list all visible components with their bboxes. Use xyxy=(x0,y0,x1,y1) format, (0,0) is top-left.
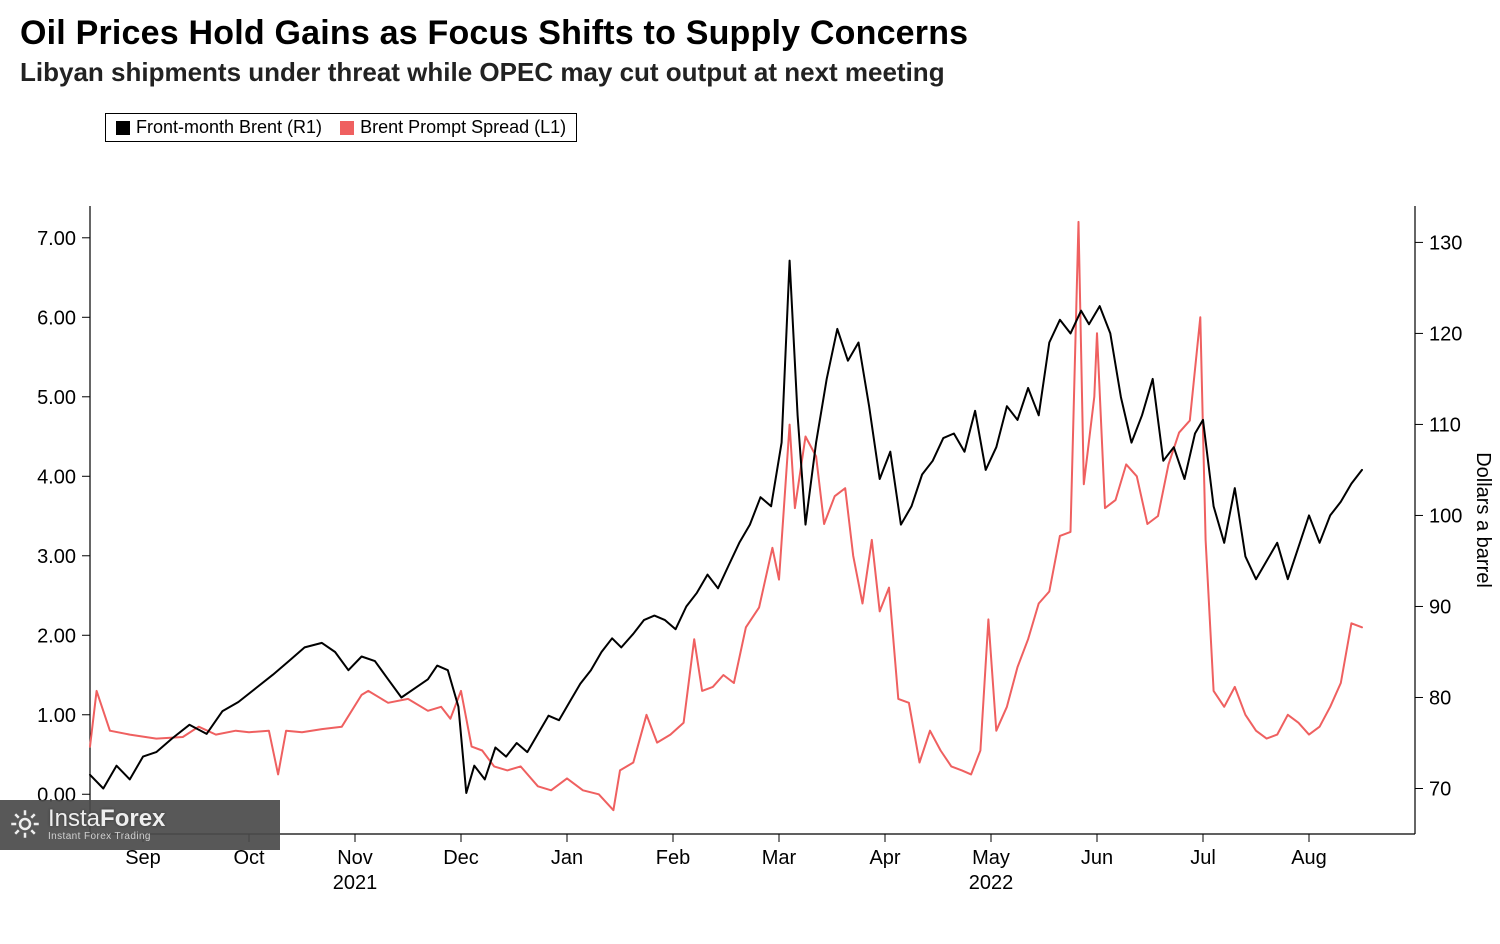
svg-text:100: 100 xyxy=(1429,505,1462,527)
svg-text:Dec: Dec xyxy=(443,847,479,869)
svg-text:Sep: Sep xyxy=(125,847,161,869)
svg-text:2021: 2021 xyxy=(333,872,378,894)
svg-text:7.00: 7.00 xyxy=(37,228,76,250)
svg-text:2022: 2022 xyxy=(969,872,1014,894)
svg-text:Dollars a barrel: Dollars a barrel xyxy=(1472,452,1494,588)
svg-text:Jan: Jan xyxy=(551,847,583,869)
svg-text:May: May xyxy=(972,847,1010,869)
svg-text:130: 130 xyxy=(1429,232,1462,254)
legend: Front-month Brent (R1) Brent Prompt Sprea… xyxy=(105,113,577,142)
legend-label: Brent Prompt Spread (L1) xyxy=(360,117,566,138)
svg-text:Nov: Nov xyxy=(337,847,373,869)
brand-bold: Forex xyxy=(100,805,165,832)
svg-text:Mar: Mar xyxy=(762,847,797,869)
legend-swatch xyxy=(116,121,130,135)
svg-text:Oct: Oct xyxy=(233,847,265,869)
svg-text:Aug: Aug xyxy=(1291,847,1327,869)
svg-text:Jun: Jun xyxy=(1081,847,1113,869)
legend-item: Front-month Brent (R1) xyxy=(116,117,322,138)
watermark-text: InstaForex Instant Forex Trading xyxy=(48,805,165,842)
svg-text:110: 110 xyxy=(1429,414,1461,436)
legend-item: Brent Prompt Spread (L1) xyxy=(340,117,566,138)
svg-text:2.00: 2.00 xyxy=(37,625,76,647)
svg-text:90: 90 xyxy=(1429,596,1451,618)
svg-text:1.00: 1.00 xyxy=(37,705,76,727)
svg-text:Apr: Apr xyxy=(869,847,900,869)
svg-text:70: 70 xyxy=(1429,778,1451,800)
svg-text:Feb: Feb xyxy=(656,847,690,869)
svg-text:4.00: 4.00 xyxy=(37,466,76,488)
svg-text:6.00: 6.00 xyxy=(37,307,76,329)
gear-icon xyxy=(10,809,40,839)
watermark: InstaForex Instant Forex Trading xyxy=(10,805,165,842)
brand-light: Insta xyxy=(48,805,100,832)
legend-label: Front-month Brent (R1) xyxy=(136,117,322,138)
svg-text:80: 80 xyxy=(1429,687,1451,709)
legend-swatch xyxy=(340,121,354,135)
svg-text:Jul: Jul xyxy=(1190,847,1216,869)
chart-title: Oil Prices Hold Gains as Focus Shifts to… xyxy=(20,14,1480,53)
svg-text:5.00: 5.00 xyxy=(37,387,76,409)
chart-subtitle: Libyan shipments under threat while OPEC… xyxy=(20,57,1480,88)
brand-tagline: Instant Forex Trading xyxy=(48,831,165,842)
title-block: Oil Prices Hold Gains as Focus Shifts to… xyxy=(0,0,1500,94)
svg-text:120: 120 xyxy=(1429,323,1462,345)
svg-text:3.00: 3.00 xyxy=(37,546,76,568)
